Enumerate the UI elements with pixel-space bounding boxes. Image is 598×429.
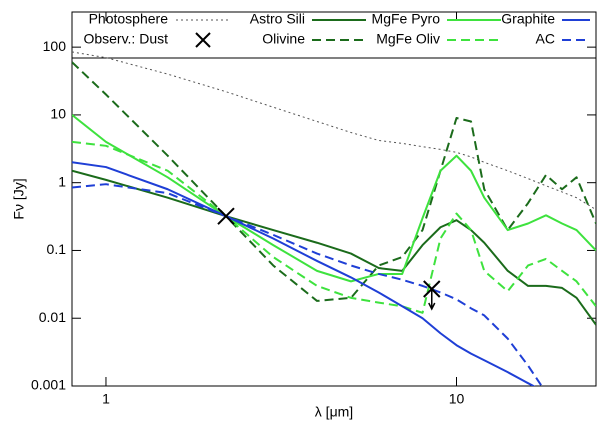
legend-label: MgFe Pyro [372,11,441,27]
y-tick-label: 100 [43,38,67,54]
series-line [72,61,596,302]
legend-marker [195,32,211,48]
y-tick-label: 1 [58,173,66,189]
x-tick-label: 1 [102,391,110,407]
x-axis-label: λ [μm] [315,404,353,420]
legend-label: Photosphere [89,11,169,27]
legend-label: MgFe Oliv [376,31,440,47]
series-line [72,169,596,326]
legend-label: Graphite [501,11,555,27]
upper-limit-arrow [428,288,436,311]
legend-label: Observ.: Dust [83,31,168,47]
legend-label: AC [536,31,555,47]
legend-label: Olivine [262,31,305,47]
y-tick-label: 0.01 [39,309,66,325]
plot-frame [71,11,597,387]
y-axis-label: Fν [Jy] [11,178,27,219]
data-point [217,207,235,225]
legend-label: Astro Sili [250,11,305,27]
y-tick-label: 10 [50,106,66,122]
y-tick-label: 0.001 [31,377,66,393]
series-line [72,183,543,386]
x-tick-label: 10 [449,391,465,407]
plot-area [72,51,596,386]
y-tick-label: 0.1 [47,241,67,257]
series-line [72,51,596,211]
series-line [72,114,596,283]
series-line [72,161,536,386]
